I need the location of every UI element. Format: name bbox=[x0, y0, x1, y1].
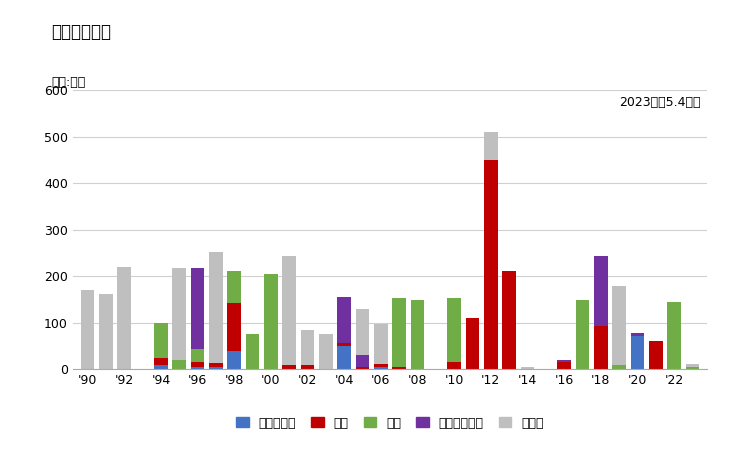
Bar bbox=[685, 364, 699, 367]
Bar bbox=[484, 132, 498, 160]
Bar bbox=[502, 271, 516, 369]
Bar bbox=[594, 256, 608, 326]
Bar bbox=[264, 274, 278, 369]
Bar bbox=[356, 355, 370, 367]
Bar bbox=[300, 365, 314, 369]
Bar bbox=[191, 268, 204, 350]
Bar bbox=[227, 351, 241, 369]
Bar bbox=[685, 367, 699, 369]
Bar bbox=[557, 362, 571, 369]
Bar bbox=[338, 297, 351, 343]
Bar bbox=[557, 360, 571, 362]
Bar bbox=[631, 333, 644, 337]
Bar bbox=[154, 358, 168, 365]
Bar bbox=[191, 367, 204, 369]
Bar bbox=[209, 367, 223, 369]
Bar bbox=[282, 256, 296, 365]
Bar bbox=[154, 365, 168, 369]
Bar bbox=[338, 343, 351, 346]
Bar bbox=[594, 326, 608, 369]
Bar bbox=[484, 160, 498, 369]
Bar bbox=[448, 362, 461, 369]
Bar bbox=[374, 324, 388, 365]
Bar bbox=[667, 302, 681, 369]
Bar bbox=[448, 298, 461, 362]
Bar bbox=[356, 309, 370, 355]
Bar bbox=[410, 300, 424, 369]
Bar bbox=[631, 337, 644, 369]
Bar bbox=[227, 302, 241, 351]
Bar bbox=[374, 367, 388, 369]
Bar bbox=[172, 360, 186, 369]
Bar bbox=[466, 318, 480, 369]
Bar bbox=[521, 367, 534, 369]
Bar bbox=[81, 290, 95, 369]
Bar bbox=[392, 298, 406, 367]
Bar bbox=[374, 364, 388, 367]
Bar bbox=[209, 363, 223, 367]
Bar bbox=[576, 300, 589, 369]
Text: 単位:トン: 単位:トン bbox=[51, 76, 85, 90]
Bar bbox=[356, 367, 370, 369]
Bar bbox=[246, 334, 260, 369]
Bar bbox=[99, 294, 113, 369]
Text: 2023年：5.4トン: 2023年：5.4トン bbox=[620, 95, 701, 108]
Bar bbox=[154, 324, 168, 358]
Bar bbox=[172, 268, 186, 360]
Bar bbox=[227, 271, 241, 302]
Bar bbox=[209, 252, 223, 363]
Bar bbox=[191, 362, 204, 367]
Bar bbox=[319, 334, 332, 369]
Bar bbox=[612, 286, 626, 365]
Text: 輸出量の推移: 輸出量の推移 bbox=[51, 22, 111, 40]
Bar bbox=[282, 365, 296, 369]
Legend: マレーシア, 中国, 韓国, インドネシア, その他: マレーシア, 中国, 韓国, インドネシア, その他 bbox=[231, 411, 549, 435]
Bar bbox=[117, 267, 131, 369]
Bar bbox=[300, 330, 314, 365]
Bar bbox=[191, 350, 204, 362]
Bar bbox=[338, 346, 351, 369]
Bar bbox=[392, 367, 406, 369]
Bar bbox=[612, 365, 626, 369]
Bar bbox=[649, 341, 663, 369]
